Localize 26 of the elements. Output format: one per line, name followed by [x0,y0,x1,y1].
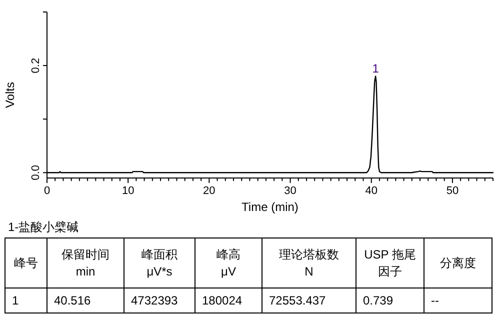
text: 1-盐酸小檗碱 [8,220,79,234]
text: USP 拖尾因子 [364,248,416,278]
text: -- [431,294,439,308]
text: 0.739 [363,294,394,308]
text: 保留时间 min [62,248,110,278]
y-tick-label: 0.2 [30,58,42,74]
x-tick-label: 30 [284,185,296,197]
x-tick-label: 10 [122,185,134,197]
text: 峰面积 μV*s [142,248,178,278]
x-tick-label: 20 [203,185,216,197]
text: 72553.437 [269,294,326,308]
x-axis-title: Time (min) [242,200,298,214]
text: 180024 [202,294,242,308]
annotation: 1 [372,61,380,76]
text: 峰号 [14,256,38,270]
text: 峰高 μV [216,248,240,278]
text: 1 [12,294,19,308]
text: 分离度 [440,256,476,270]
text: 理论塔板数 N [279,248,339,278]
y-axis-title: Volts [3,82,17,108]
text: 4732393 [131,294,178,308]
x-tick-label: 50 [446,185,459,197]
y-tick-label: 0.0 [30,164,42,180]
x-tick-label: 0 [44,185,50,197]
x-tick-label: 40 [365,185,378,197]
text: 40.516 [54,294,92,308]
